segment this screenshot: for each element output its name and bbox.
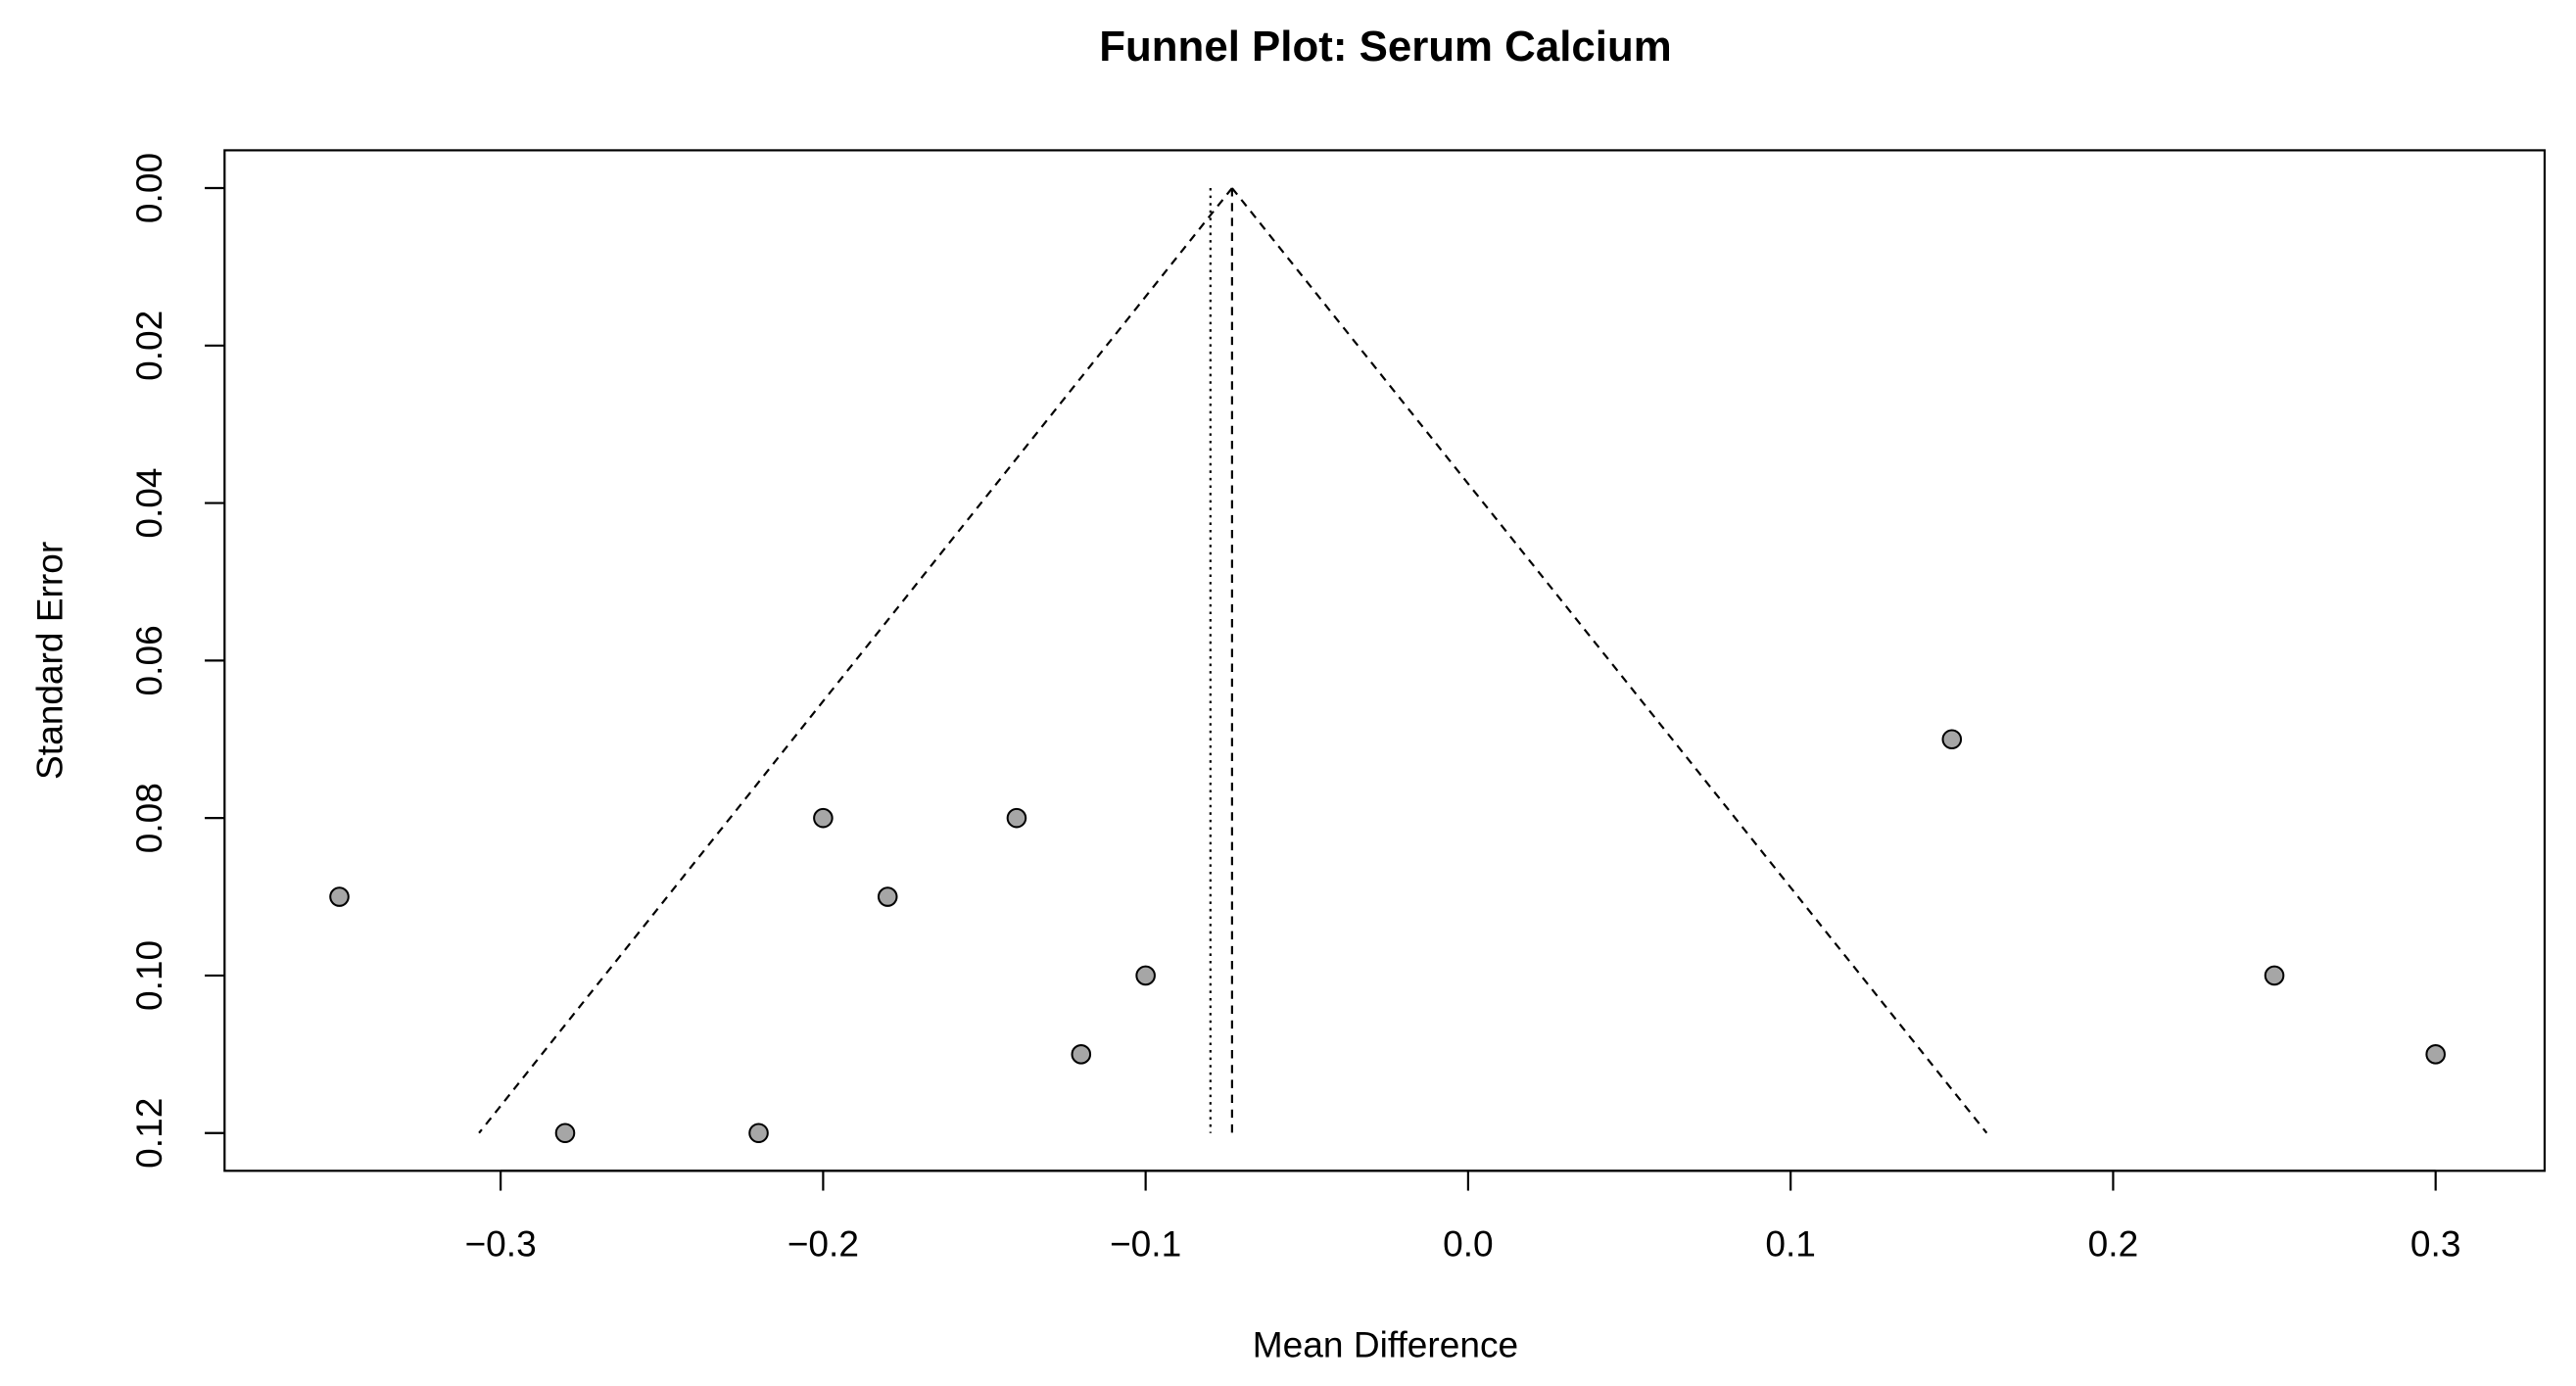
y-tick-label: 0.12 <box>128 1098 169 1169</box>
y-tick-label: 0.08 <box>128 783 169 853</box>
study-point <box>1071 1044 1092 1065</box>
x-tick-label: −0.3 <box>465 1223 537 1265</box>
study-point <box>329 886 350 907</box>
study-point <box>813 807 834 829</box>
y-tick-label: 0.02 <box>128 311 169 381</box>
x-axis-label: Mean Difference <box>1253 1324 1518 1365</box>
study-point <box>554 1123 576 1144</box>
study-point <box>1135 965 1156 986</box>
study-point <box>2264 965 2285 986</box>
study-point <box>1941 729 1963 750</box>
study-point <box>2425 1044 2446 1065</box>
chart-title: Funnel Plot: Serum Calcium <box>1099 23 1671 71</box>
x-tick-label: −0.1 <box>1110 1223 1181 1265</box>
y-tick-label: 0.10 <box>128 940 169 1011</box>
funnel-left <box>478 187 1233 1134</box>
x-tick-label: 0.2 <box>2088 1223 2139 1265</box>
funnel-right <box>1231 187 1988 1134</box>
x-tick-label: 0.3 <box>2410 1223 2461 1265</box>
x-tick-label: −0.2 <box>787 1223 859 1265</box>
y-tick-label: 0.00 <box>128 153 169 223</box>
study-point <box>748 1123 769 1144</box>
study-point <box>877 886 898 907</box>
study-point <box>1006 807 1027 829</box>
plot-frame <box>223 149 2547 1172</box>
y-tick-label: 0.04 <box>128 468 169 539</box>
y-tick-label: 0.06 <box>128 625 169 695</box>
x-tick-label: 0.0 <box>1443 1223 1494 1265</box>
y-axis-label: Standard Error <box>29 542 71 780</box>
x-tick-label: 0.1 <box>1765 1223 1816 1265</box>
